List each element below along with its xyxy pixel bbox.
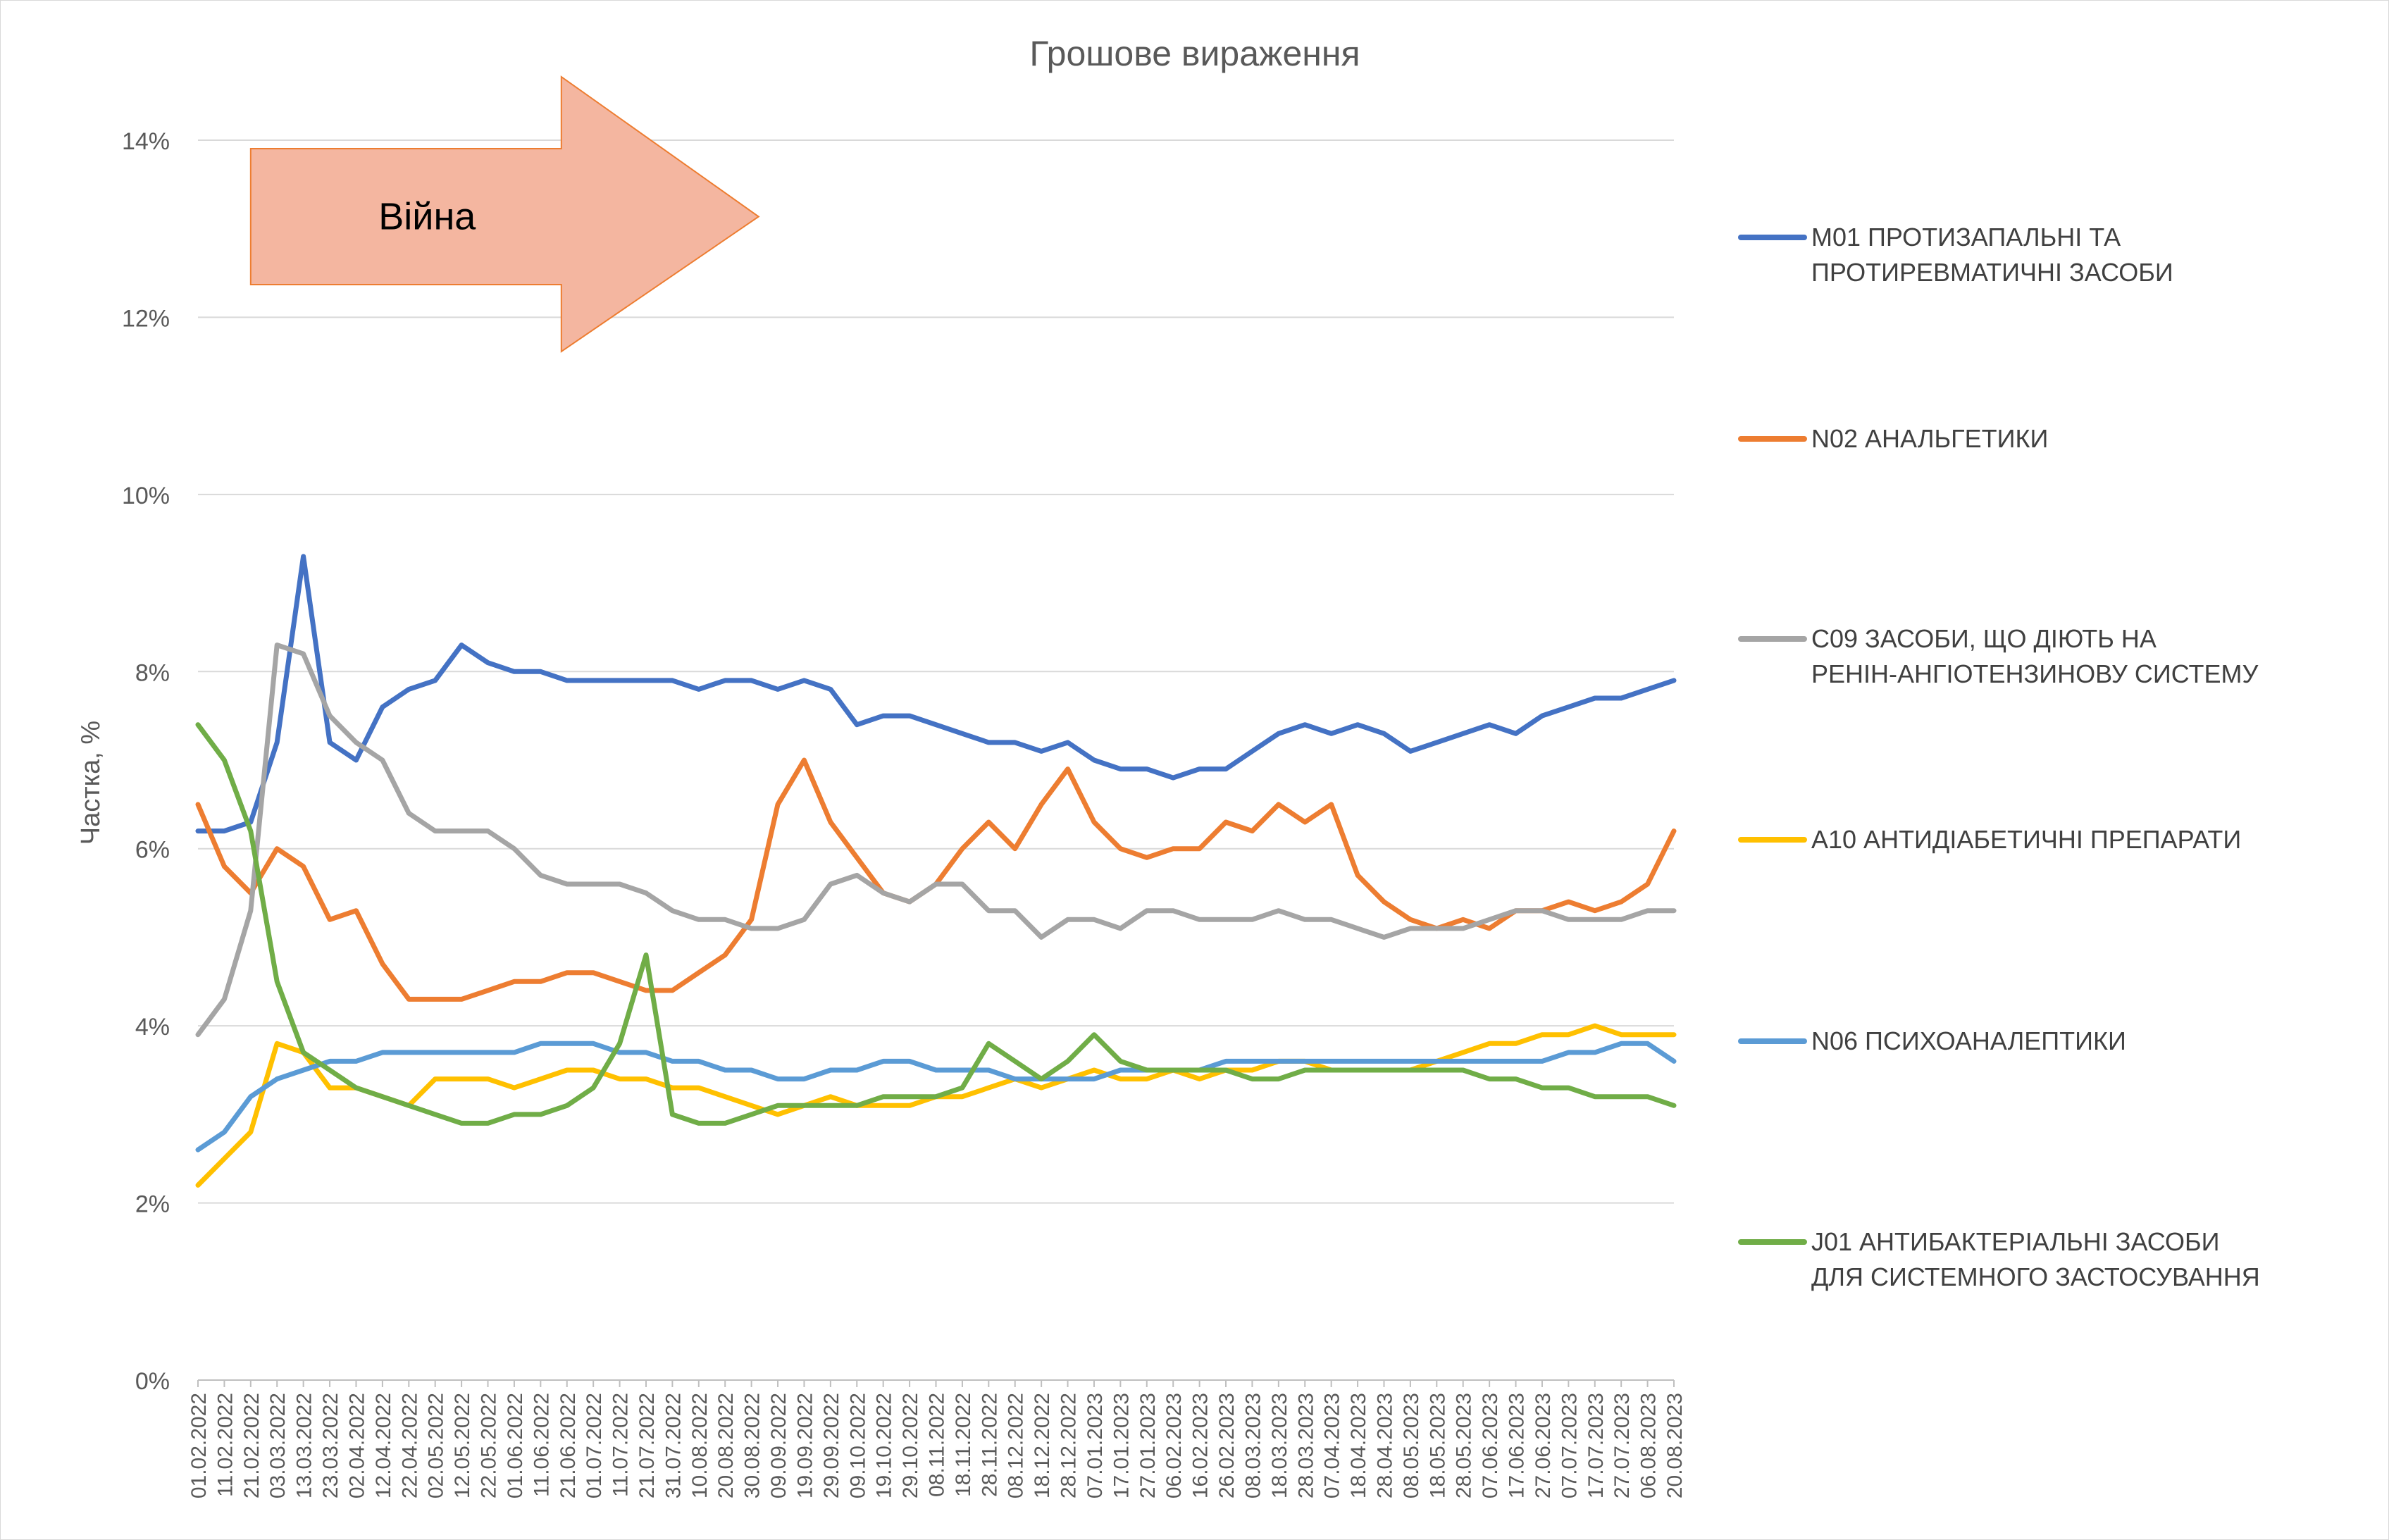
x-tick-label: 01.02.2022: [187, 1393, 211, 1498]
x-tick-label: 08.03.2023: [1241, 1393, 1265, 1498]
x-tick-label: 19.09.2022: [793, 1393, 817, 1498]
legend-entry-label: A10 АНТИДІАБЕТИЧНІ ПРЕПАРАТИ: [1811, 825, 2241, 854]
x-tick-label: 28.03.2023: [1294, 1393, 1317, 1498]
gridlines: [198, 139, 1674, 1381]
legend-entry-line: N02 АНАЛЬГЕТИКИ: [1811, 424, 2048, 453]
series-line-6: [195, 722, 1677, 1126]
x-tick-label: 09.10.2022: [846, 1393, 869, 1498]
x-tick-label: 20.08.2022: [714, 1393, 738, 1498]
war-arrow: [249, 75, 760, 353]
x-tick-label: 06.02.2023: [1162, 1393, 1186, 1498]
x-tick-label: 28.12.2022: [1057, 1393, 1081, 1498]
x-tick-label: 09.09.2022: [767, 1393, 790, 1498]
y-tick-label: 14%: [122, 128, 170, 155]
y-tick-label: 8%: [135, 659, 170, 686]
x-tick-label: 06.08.2023: [1637, 1393, 1661, 1498]
x-tick-label: 18.03.2023: [1268, 1393, 1291, 1498]
y-tick-label: 4%: [135, 1014, 170, 1041]
x-tick-label: 28.05.2023: [1453, 1393, 1476, 1498]
y-tick-label: 2%: [135, 1191, 170, 1218]
war-annotation: Війна: [249, 75, 760, 353]
x-tick-label: 18.12.2022: [1031, 1393, 1054, 1498]
x-tick-label: 11.06.2022: [530, 1393, 553, 1497]
war-arrow-label: Війна: [378, 196, 476, 238]
y-tick-label: 10%: [122, 483, 170, 509]
legend-entry-label: N02 АНАЛЬГЕТИКИ: [1811, 424, 2048, 453]
x-tick-label: 27.06.2023: [1532, 1393, 1555, 1498]
x-tick-label: 08.12.2022: [1005, 1393, 1028, 1498]
x-tick-label: 27.07.2023: [1611, 1393, 1634, 1498]
x-tick-label: 21.02.2022: [240, 1393, 263, 1498]
x-axis-ticks: 01.02.2022 11.02.2022 21.02.2022 03.03.2022…: [187, 1380, 1687, 1498]
chart-title: Грошове вираження: [1029, 34, 1360, 73]
x-tick-label: 01.06.2022: [504, 1393, 527, 1498]
x-tick-label: 19.10.2022: [873, 1393, 896, 1498]
x-tick-label: 22.05.2022: [478, 1393, 501, 1498]
x-tick-label: 16.02.2023: [1189, 1393, 1212, 1498]
x-tick-label: 07.06.2023: [1479, 1393, 1502, 1498]
x-tick-label: 18.05.2023: [1426, 1393, 1449, 1498]
legend-entry-line: C09 ЗАСОБИ, ЩО ДІЮТЬ НА: [1811, 624, 2157, 653]
x-tick-label: 12.04.2022: [372, 1393, 395, 1498]
series-line-2: [195, 757, 1677, 1002]
x-tick-label: 21.06.2022: [557, 1393, 580, 1498]
series-line-5: [195, 1041, 1677, 1153]
y-axis-ticks: 0% 2% 4% 6% 8% 10% 12% 14%: [122, 128, 170, 1395]
y-tick-label: 0%: [135, 1368, 170, 1395]
legend-entry-line: N06 ПСИХОАНАЛЕПТИКИ: [1811, 1026, 2126, 1055]
y-tick-label: 12%: [122, 305, 170, 332]
y-tick-label: 6%: [135, 837, 170, 864]
legend-entry-label: J01 АНТИБАКТЕРІАЛЬНІ ЗАСОБИ ДЛЯ СИСТЕМНОГ…: [1811, 1227, 2260, 1291]
x-tick-label: 01.07.2022: [583, 1393, 606, 1498]
x-tick-label: 29.09.2022: [820, 1393, 843, 1498]
series-line-1: [195, 554, 1677, 834]
legend-entry-line: J01 АНТИБАКТЕРІАЛЬНІ ЗАСОБИ: [1811, 1227, 2219, 1256]
x-tick-label: 17.07.2023: [1584, 1393, 1608, 1498]
legend-entry-label: C09 ЗАСОБИ, ЩО ДІЮТЬ НА РЕНІН-АНГІОТЕНЗИН…: [1811, 624, 2259, 688]
series-lines: [195, 554, 1677, 1188]
legend-entry-line: M01 ПРОТИЗАПАЛЬНІ ТА: [1811, 223, 2121, 252]
legend-entry-label: M01 ПРОТИЗАПАЛЬНІ ТА ПРОТИРЕВМАТИЧНІ ЗАСО…: [1811, 223, 2173, 287]
legend-entry-label: N06 ПСИХОАНАЛЕПТИКИ: [1811, 1026, 2126, 1055]
x-tick-label: 28.04.2023: [1373, 1393, 1396, 1498]
x-tick-label: 02.05.2022: [425, 1393, 448, 1498]
series-line-3: [195, 642, 1677, 1038]
legend-entry-line: A10 АНТИДІАБЕТИЧНІ ПРЕПАРАТИ: [1811, 825, 2241, 854]
x-tick-label: 18.11.2022: [952, 1393, 975, 1497]
x-tick-label: 10.08.2022: [688, 1393, 712, 1498]
x-tick-label: 30.08.2022: [741, 1393, 764, 1498]
x-tick-label: 07.01.2023: [1084, 1393, 1107, 1498]
x-tick-label: 02.04.2022: [345, 1393, 368, 1498]
x-tick-label: 22.04.2022: [398, 1393, 421, 1498]
legend: M01 ПРОТИЗАПАЛЬНІ ТА ПРОТИРЕВМАТИЧНІ ЗАСО…: [1738, 223, 2260, 1291]
x-tick-label: 29.10.2022: [899, 1393, 922, 1498]
x-tick-label: 12.05.2022: [451, 1393, 474, 1498]
x-tick-label: 21.07.2022: [635, 1393, 659, 1498]
x-tick-label: 18.04.2023: [1347, 1393, 1370, 1498]
x-tick-label: 11.07.2022: [609, 1393, 633, 1497]
x-tick-label: 31.07.2022: [662, 1393, 685, 1498]
x-tick-label: 17.06.2023: [1506, 1393, 1529, 1498]
series-line-4: [195, 1023, 1677, 1188]
y-axis-label: Частка, %: [76, 721, 106, 845]
x-tick-label: 07.04.2023: [1321, 1393, 1344, 1498]
x-tick-label: 07.07.2023: [1558, 1393, 1581, 1498]
x-tick-label: 27.01.2023: [1136, 1393, 1160, 1498]
x-tick-label: 26.02.2023: [1215, 1393, 1239, 1498]
x-tick-label: 11.02.2022: [213, 1393, 237, 1497]
legend-entry-line: ПРОТИРЕВМАТИЧНІ ЗАСОБИ: [1811, 258, 2173, 287]
x-tick-label: 03.03.2022: [266, 1393, 290, 1498]
x-tick-label: 08.05.2023: [1400, 1393, 1423, 1498]
legend-entry-line: РЕНІН-АНГІОТЕНЗИНОВУ СИСТЕМУ: [1811, 659, 2259, 688]
x-tick-label: 13.03.2022: [293, 1393, 316, 1498]
x-tick-label: 08.11.2022: [926, 1393, 949, 1497]
x-tick-label: 17.01.2023: [1110, 1393, 1133, 1498]
x-tick-label: 28.11.2022: [978, 1393, 1001, 1497]
x-tick-label: 23.03.2022: [319, 1393, 342, 1498]
legend-entry-line: ДЛЯ СИСТЕМНОГО ЗАСТОСУВАННЯ: [1811, 1262, 2260, 1291]
x-tick-label: 20.08.2023: [1663, 1393, 1687, 1498]
